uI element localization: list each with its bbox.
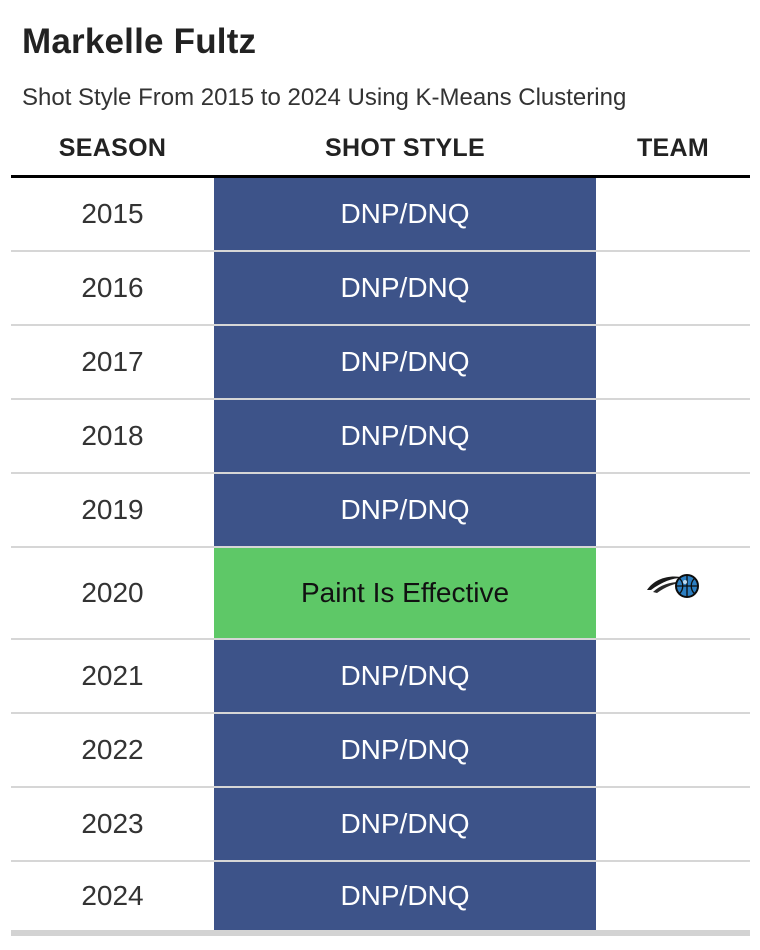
chart-title: Markelle Fultz	[22, 22, 257, 61]
shot-style-cell: DNP/DNQ	[214, 474, 596, 546]
shot-style-cell: DNP/DNQ	[214, 178, 596, 250]
table-row: 2023 DNP/DNQ	[11, 788, 750, 862]
season-cell: 2018	[81, 420, 144, 451]
team-cell	[596, 178, 750, 250]
team-cell	[596, 400, 750, 472]
table-row: 2021 DNP/DNQ	[11, 640, 750, 714]
shot-style-cell: DNP/DNQ	[214, 326, 596, 398]
table-row: 2024 DNP/DNQ	[11, 862, 750, 936]
team-cell	[596, 788, 750, 860]
team-cell	[596, 862, 750, 930]
team-cell	[596, 326, 750, 398]
table-header: SEASON SHOT STYLE TEAM	[11, 126, 750, 178]
table-row: 2016 DNP/DNQ	[11, 252, 750, 326]
team-cell	[596, 548, 750, 638]
team-cell	[596, 714, 750, 786]
shot-style-cell: DNP/DNQ	[214, 400, 596, 472]
orlando-magic-logo-icon	[647, 574, 699, 598]
season-cell: 2024	[81, 880, 144, 911]
table-row: 2019 DNP/DNQ	[11, 474, 750, 548]
shot-style-cell: DNP/DNQ	[214, 788, 596, 860]
table-row: 2020 Paint Is Effective	[11, 548, 750, 640]
season-cell: 2015	[81, 198, 144, 229]
team-cell	[596, 640, 750, 712]
chart-subtitle: Shot Style From 2015 to 2024 Using K-Mea…	[22, 84, 627, 111]
column-header-season: SEASON	[58, 134, 167, 162]
season-cell: 2020	[81, 577, 144, 608]
shot-style-table: SEASON SHOT STYLE TEAM 2015 DNP/DNQ 2016 DN…	[11, 126, 750, 936]
shot-style-cell: DNP/DNQ	[214, 714, 596, 786]
season-cell: 2019	[81, 494, 144, 525]
shot-style-cell: DNP/DNQ	[214, 640, 596, 712]
table-row: 2017 DNP/DNQ	[11, 326, 750, 400]
table-row: 2022 DNP/DNQ	[11, 714, 750, 788]
shot-style-cell: DNP/DNQ	[214, 252, 596, 324]
table-row: 2018 DNP/DNQ	[11, 400, 750, 474]
team-cell	[596, 474, 750, 546]
table-body: 2015 DNP/DNQ 2016 DNP/DNQ 2017 DNP/DNQ 2018 DNP…	[11, 178, 750, 936]
team-cell	[596, 252, 750, 324]
table-row: 2015 DNP/DNQ	[11, 178, 750, 252]
column-header-team: TEAM	[636, 134, 710, 162]
season-cell: 2017	[81, 346, 144, 377]
shot-style-cell: DNP/DNQ	[214, 862, 596, 930]
season-cell: 2016	[81, 272, 144, 303]
shot-style-cell: Paint Is Effective	[214, 548, 596, 638]
column-header-shot-style: SHOT STYLE	[325, 134, 485, 162]
season-cell: 2023	[81, 808, 144, 839]
season-cell: 2021	[81, 660, 144, 691]
season-cell: 2022	[81, 734, 144, 765]
